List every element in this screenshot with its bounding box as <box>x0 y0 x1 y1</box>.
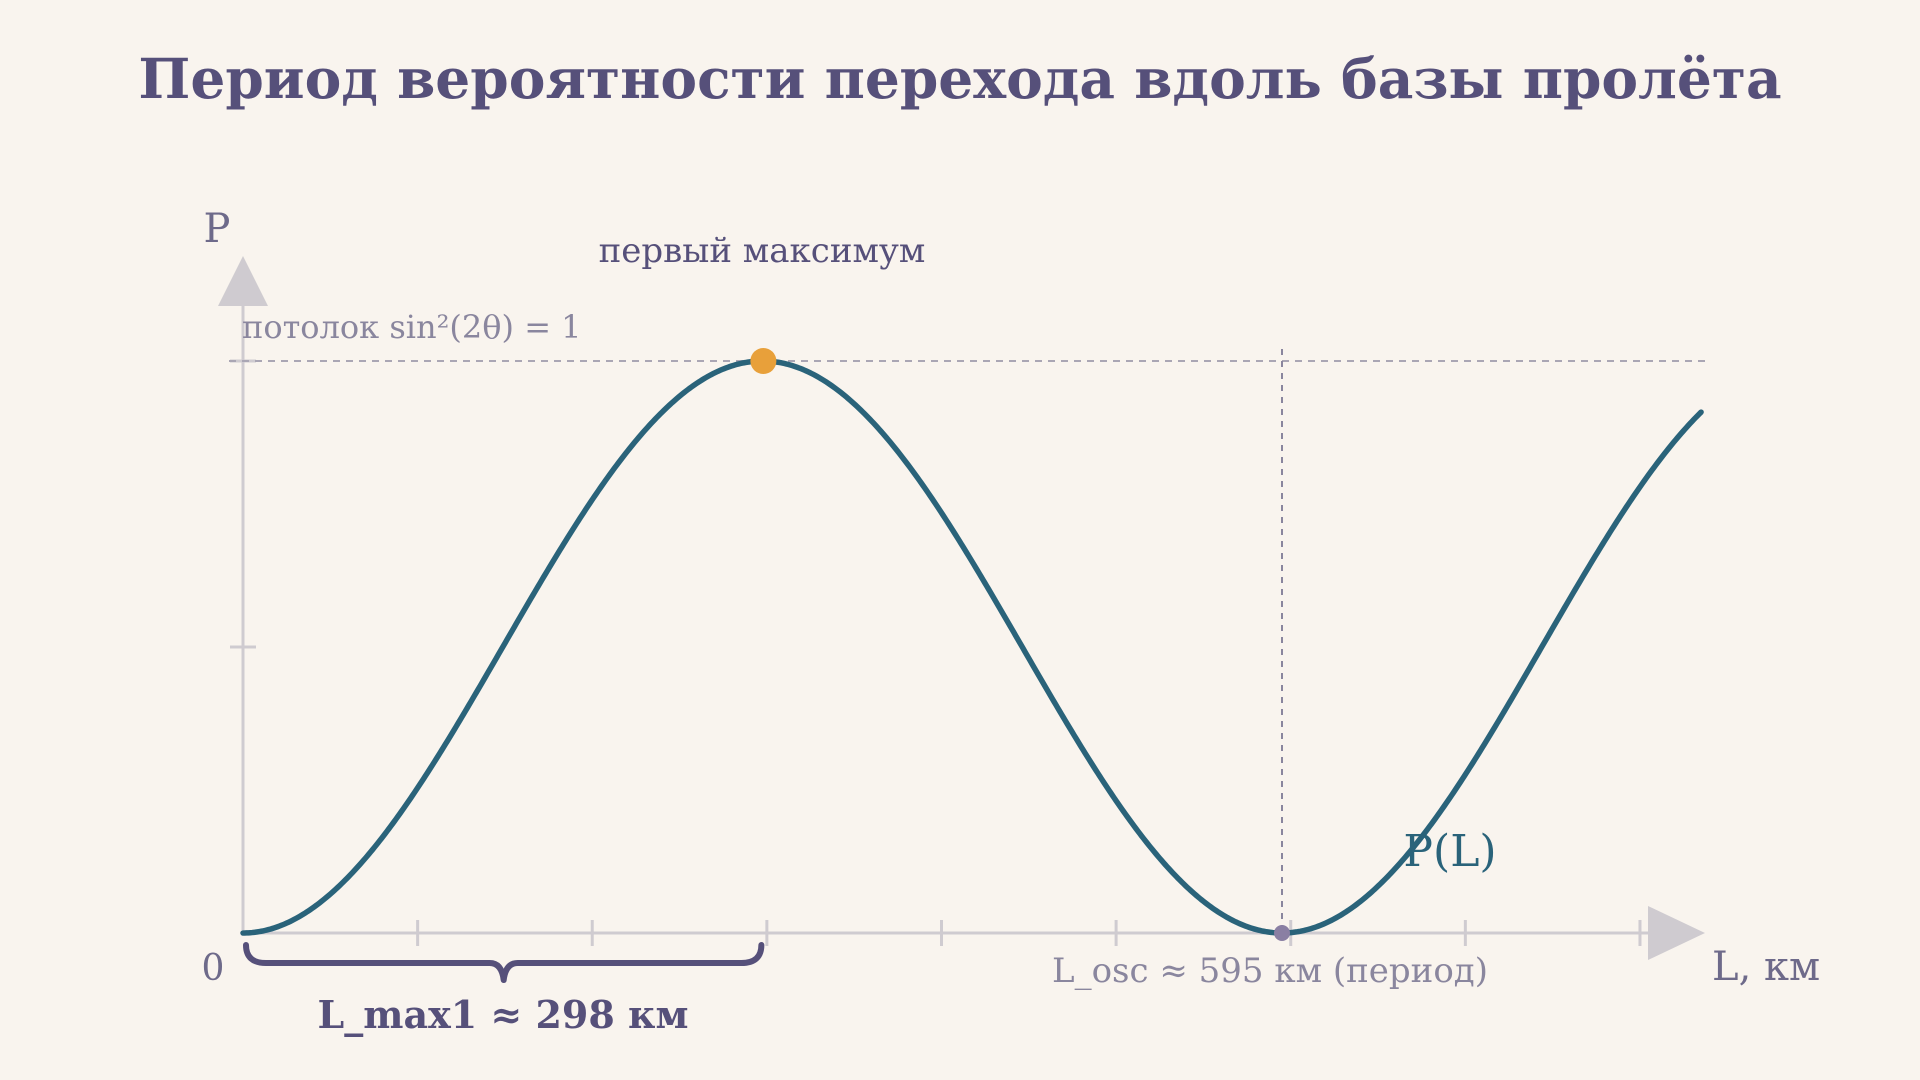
series-label: P(L) <box>1403 826 1496 877</box>
first-maximum-label: первый максимум <box>599 231 926 271</box>
x-ticks <box>416 920 1642 946</box>
chart-title: Период вероятности перехода вдоль базы п… <box>138 46 1781 111</box>
x-axis-label: L, км <box>1712 944 1820 990</box>
origin-label: 0 <box>202 948 225 989</box>
period-point <box>1274 925 1290 941</box>
series-line-p-of-l <box>240 358 1704 936</box>
first-maximum-point <box>750 348 777 374</box>
lmax-label: L_max1 ≈ 298 км <box>318 992 689 1037</box>
period-label: L_osc ≈ 595 км (период) <box>1052 951 1488 991</box>
lmax-brace <box>243 942 765 983</box>
x-axis-arrow <box>1648 906 1705 960</box>
y-axis-arrow <box>218 256 268 306</box>
ceiling-label: потолок sin²(2θ) = 1 <box>242 308 582 346</box>
y-axis-label: P <box>204 206 231 252</box>
